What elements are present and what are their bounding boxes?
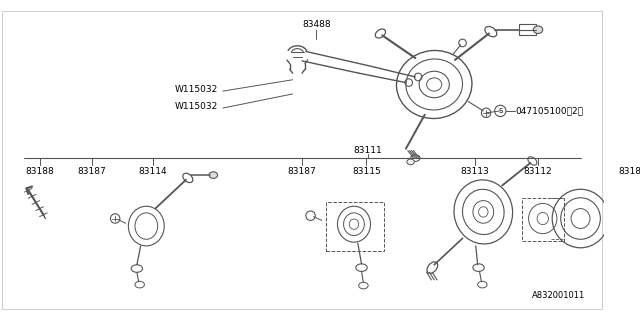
Text: W115032: W115032: [175, 102, 218, 111]
Text: 83112: 83112: [524, 167, 552, 176]
Text: 83488: 83488: [302, 20, 330, 28]
Text: 83114: 83114: [139, 167, 167, 176]
Bar: [522, 198, 564, 241]
Text: 83187: 83187: [288, 167, 316, 176]
Ellipse shape: [209, 172, 218, 179]
Bar: [519, 24, 536, 36]
Text: 83187: 83187: [77, 167, 106, 176]
Text: A832001011: A832001011: [532, 291, 585, 300]
Text: 047105100（2）: 047105100（2）: [515, 107, 584, 116]
Text: 83115: 83115: [352, 167, 381, 176]
Text: 83187: 83187: [618, 167, 640, 176]
Text: 83111: 83111: [354, 146, 383, 155]
Text: S: S: [498, 108, 502, 114]
Text: 83113: 83113: [460, 167, 489, 176]
Text: 83188: 83188: [25, 167, 54, 176]
Ellipse shape: [407, 159, 414, 165]
Bar: [326, 202, 384, 251]
Text: W115032: W115032: [175, 85, 218, 94]
Ellipse shape: [533, 26, 543, 34]
